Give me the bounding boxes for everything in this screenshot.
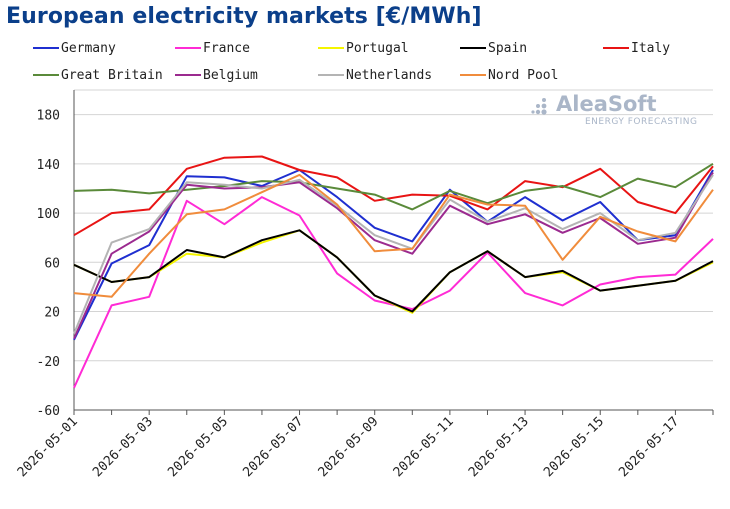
x-tick-label: 2026-05-05 — [165, 414, 231, 480]
y-tick-label: 100 — [37, 207, 60, 222]
logo-name: AleaSoft — [556, 92, 657, 116]
legend-item-nord-pool: Nord Pool — [460, 68, 558, 83]
y-tick-label: -20 — [37, 355, 60, 370]
legend-label-spain: Spain — [488, 41, 528, 56]
chart-title: European electricity markets [€/MWh] — [6, 4, 482, 29]
legend-swatch-spain — [460, 46, 486, 49]
legend-swatch-france — [175, 46, 201, 49]
x-tick-label: 2026-05-11 — [391, 414, 457, 480]
x-tick-label: 2026-05-13 — [466, 414, 532, 480]
x-tick-label: 2026-05-17 — [616, 414, 682, 480]
legend-item-belgium: Belgium — [175, 68, 258, 83]
legend-swatch-great-britain — [33, 73, 59, 76]
x-tick-label: 2026-05-15 — [541, 414, 607, 480]
legend-swatch-italy — [603, 46, 629, 49]
legend-label-france: France — [203, 41, 250, 56]
x-tick-label: 2026-05-07 — [240, 414, 306, 480]
legend-swatch-netherlands — [318, 73, 344, 76]
series-line-nord-pool — [73, 173, 714, 298]
series-line-spain — [73, 229, 714, 313]
legend-label-belgium: Belgium — [203, 68, 258, 83]
x-tick-label: 2026-05-03 — [90, 414, 156, 480]
logo-tagline: ENERGY FORECASTING — [585, 117, 698, 127]
legend-swatch-portugal — [318, 46, 344, 49]
y-tick-label: -60 — [37, 404, 60, 419]
legend-swatch-nord-pool — [460, 73, 486, 76]
legend-label-portugal: Portugal — [346, 41, 409, 56]
legend-label-italy: Italy — [631, 41, 671, 56]
aleasoft-logo: AleaSoft ENERGY FORECASTING — [530, 92, 710, 132]
y-tick-label: 180 — [37, 109, 60, 124]
legend-label-great-britain: Great Britain — [61, 68, 163, 83]
legend-item-netherlands: Netherlands — [318, 68, 432, 83]
series-line-netherlands — [73, 174, 714, 335]
y-tick-label: 140 — [37, 158, 60, 173]
legend-label-nord-pool: Nord Pool — [488, 68, 559, 83]
logo-dots-icon — [531, 98, 547, 115]
legend-item-italy: Italy — [603, 41, 670, 56]
series-line-italy — [73, 155, 714, 237]
series-line-belgium — [73, 172, 714, 340]
legend-swatch-belgium — [175, 73, 201, 76]
chart-legend: Germany France Portugal Spain Italy Grea… — [0, 0, 730, 90]
legend-item-portugal: Portugal — [318, 41, 409, 56]
x-tick-label: 2026-05-01 — [15, 414, 81, 480]
legend-label-germany: Germany — [61, 41, 116, 56]
y-tick-label: 60 — [44, 256, 60, 271]
y-tick-label: 20 — [44, 306, 60, 321]
legend-item-spain: Spain — [460, 41, 527, 56]
x-tick-label: 2026-05-09 — [316, 414, 382, 480]
legend-swatch-germany — [33, 46, 59, 49]
series-line-germany — [73, 169, 714, 341]
legend-item-germany: Germany — [33, 41, 116, 56]
legend-item-france: France — [175, 41, 250, 56]
legend-item-great-britain: Great Britain — [33, 68, 163, 83]
legend-label-netherlands: Netherlands — [346, 68, 433, 83]
